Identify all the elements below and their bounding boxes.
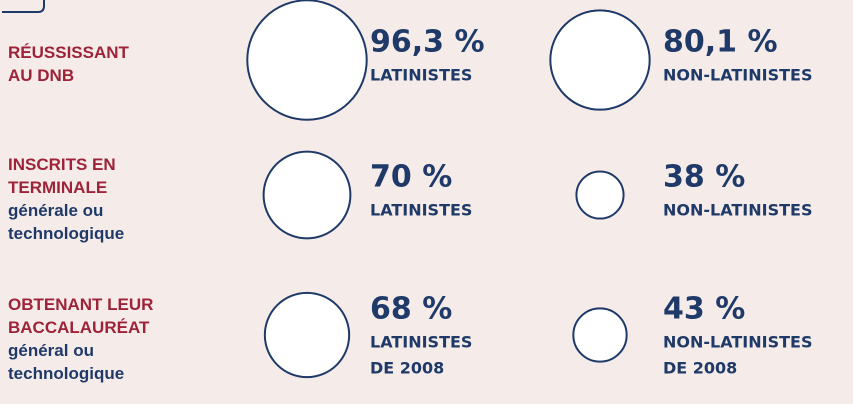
row-label: OBTENANT LEUR xyxy=(8,295,153,314)
row-label: BACCALAURÉAT xyxy=(8,318,150,337)
row-label: AU DNB xyxy=(8,66,74,85)
caption: LATINISTES xyxy=(370,333,472,352)
proportion-circle xyxy=(572,307,628,363)
value-label: 43 % xyxy=(663,292,745,327)
value-label: 68 % xyxy=(370,292,452,327)
caption: DE 2008 xyxy=(663,359,737,378)
row-label: générale ou xyxy=(8,201,103,220)
proportion-circle xyxy=(262,150,352,240)
row-label: TERMINALE xyxy=(8,178,107,197)
caption: NON-LATINISTES xyxy=(663,201,812,220)
caption: LATINISTES xyxy=(370,66,472,85)
value-label: 96,3 % xyxy=(370,25,485,60)
caption: DE 2008 xyxy=(370,359,444,378)
row-label: RÉUSSISSANT xyxy=(8,43,130,62)
decor-icon xyxy=(2,0,45,13)
proportion-circle xyxy=(575,170,625,220)
row-label: technologique xyxy=(8,224,124,243)
row-label: général ou xyxy=(8,341,94,360)
value-label: 80,1 % xyxy=(663,25,778,60)
value-label: 38 % xyxy=(663,160,745,195)
row-label: technologique xyxy=(8,364,124,383)
caption: NON-LATINISTES xyxy=(663,66,812,85)
proportion-circle xyxy=(263,291,351,379)
caption: LATINISTES xyxy=(370,201,472,220)
value-label: 70 % xyxy=(370,160,452,195)
caption: NON-LATINISTES xyxy=(663,333,812,352)
row-label: INSCRITS EN xyxy=(8,155,116,174)
proportion-circle xyxy=(549,9,651,111)
proportion-circle xyxy=(246,0,368,121)
